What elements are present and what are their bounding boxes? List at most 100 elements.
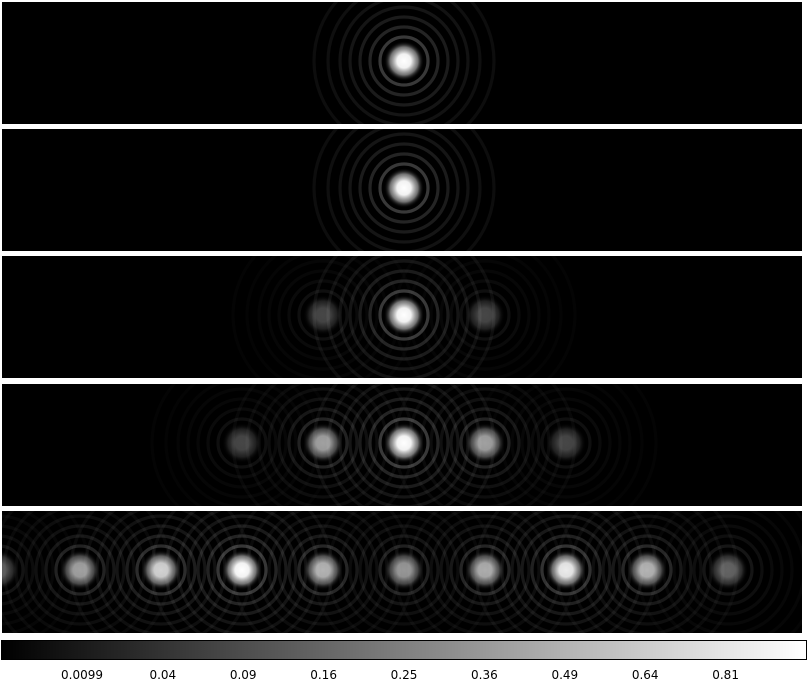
diffraction-ring: [378, 417, 430, 469]
diffraction-ring: [297, 544, 349, 596]
diffraction-ring: [186, 514, 298, 626]
diffraction-ring: [287, 534, 359, 606]
diffraction-pattern: [297, 256, 511, 378]
diffraction-peak: [384, 423, 424, 463]
diffraction-ring: [338, 129, 470, 251]
diffraction-ring: [312, 129, 496, 251]
diffraction-peak: [222, 423, 262, 463]
diffraction-ring: [348, 514, 460, 626]
diffraction-ring: [277, 524, 369, 616]
diffraction-ring: [449, 534, 521, 606]
colorbar-tick-label: 0.36: [471, 668, 498, 682]
diffraction-ring: [540, 544, 592, 596]
diffraction-ring: [125, 534, 197, 606]
diffraction-ring: [459, 417, 511, 469]
diffraction-peak: [708, 550, 748, 590]
diffraction-ring: [326, 129, 482, 251]
diffraction-ring: [216, 417, 268, 469]
intensity-panel-svg: [2, 256, 802, 378]
diffraction-ring: [358, 524, 450, 616]
diffraction-ring: [216, 544, 268, 596]
intensity-panel-2: [2, 129, 802, 251]
diffraction-ring: [34, 524, 126, 616]
diffraction-ring: [358, 15, 450, 107]
diffraction-ring: [530, 534, 602, 606]
diffraction-ring: [429, 387, 541, 499]
diffraction-peak: [384, 295, 424, 335]
diffraction-ring: [105, 514, 217, 626]
diffraction-ring: [54, 544, 106, 596]
diffraction-ring: [24, 514, 136, 626]
colorbar-tick-label: 0.64: [631, 668, 659, 682]
diffraction-ring: [338, 2, 470, 124]
intensity-panel-svg: [2, 511, 802, 633]
diffraction-ring: [297, 417, 349, 469]
diffraction-ring: [312, 2, 496, 124]
diffraction-ring: [439, 524, 531, 616]
intensity-panel-svg: [2, 2, 802, 124]
diffraction-ring: [277, 397, 369, 489]
colorbar-tick-label: 0.16: [310, 668, 337, 682]
diffraction-ring: [348, 387, 460, 499]
diffraction-ring: [368, 407, 440, 479]
diffraction-ring: [297, 289, 349, 341]
diffraction-ring: [287, 407, 359, 479]
diffraction-ring: [267, 387, 379, 499]
diffraction-peak: [546, 550, 586, 590]
diffraction-ring: [358, 142, 450, 234]
colorbar-gradient: [2, 641, 806, 659]
intensity-panel-5: [2, 511, 802, 633]
intensity-panel-4: [2, 384, 802, 506]
colorbar-tick-label: 0.0099: [61, 668, 103, 682]
diffraction-pattern: [216, 384, 592, 506]
diffraction-ring: [2, 534, 35, 606]
colorbar-tick-label: 0.81: [712, 668, 739, 682]
diffraction-peak: [2, 550, 19, 590]
diffraction-pattern: [312, 2, 496, 124]
intensity-panel-svg: [2, 129, 802, 251]
diffraction-peak: [384, 550, 424, 590]
diffraction-ring: [702, 544, 754, 596]
diffraction-ring: [378, 162, 430, 214]
colorbar-tick-label: 0.09: [229, 668, 257, 682]
diffraction-ring: [439, 397, 531, 489]
diffraction-peak: [303, 550, 343, 590]
diffraction-peak: [384, 41, 424, 81]
diffraction-peak: [60, 550, 100, 590]
intensity-panel-1: [2, 2, 802, 124]
diffraction-ring: [520, 524, 612, 616]
diffraction-ring: [368, 534, 440, 606]
diffraction-ring: [368, 25, 440, 97]
diffraction-ring: [591, 514, 703, 626]
diffraction-peak: [384, 168, 424, 208]
diffraction-ring: [429, 514, 541, 626]
diffraction-ring: [459, 289, 511, 341]
diffraction-ring: [449, 407, 521, 479]
diffraction-ring: [368, 152, 440, 224]
colorbar-tick-label: 0.49: [551, 668, 579, 682]
intensity-panel-3: [2, 256, 802, 378]
diffraction-peak: [465, 423, 505, 463]
diffraction-ring: [348, 132, 460, 244]
diffraction-peak: [465, 550, 505, 590]
diffraction-ring: [621, 544, 673, 596]
diffraction-peak: [141, 550, 181, 590]
intensity-panel-svg: [2, 384, 802, 506]
diffraction-ring: [378, 289, 430, 341]
diffraction-peak: [303, 295, 343, 335]
diffraction-ring: [510, 514, 622, 626]
colorbar-tick-label: 0.04: [149, 668, 177, 682]
diffraction-pattern: [312, 129, 496, 251]
diffraction-peak: [546, 423, 586, 463]
diffraction-ring: [358, 269, 450, 361]
diffraction-ring: [135, 544, 187, 596]
diffraction-ring: [196, 524, 288, 616]
diffraction-ring: [378, 544, 430, 596]
diffraction-ring: [206, 534, 278, 606]
diffraction-peak: [303, 423, 343, 463]
colorbar-tick-label: 0.25: [390, 668, 418, 682]
diffraction-ring: [44, 534, 116, 606]
diffraction-ring: [601, 524, 693, 616]
diffraction-peak: [627, 550, 667, 590]
